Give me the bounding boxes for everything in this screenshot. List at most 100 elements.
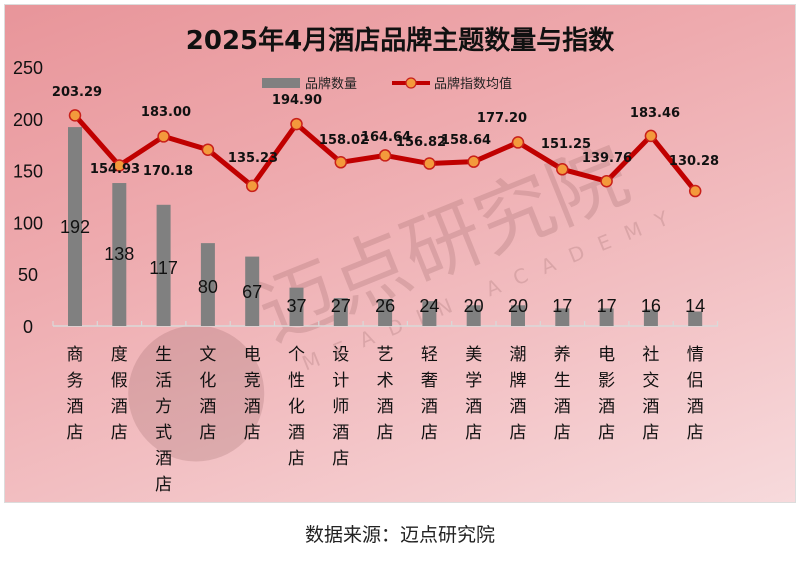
category-label-char: 牌: [510, 371, 527, 391]
bar-value-label: 117: [149, 258, 178, 278]
category-label-char: 酒: [377, 397, 394, 417]
category-label-char: 酒: [421, 397, 438, 417]
category-label-char: 酒: [687, 397, 704, 417]
line-marker: [511, 136, 525, 149]
category-label-char: 店: [332, 449, 349, 469]
category-label-char: 潮: [510, 345, 527, 365]
legend-marker-icon: [405, 77, 417, 89]
bar-value-label: 27: [331, 296, 351, 316]
bar: [643, 309, 658, 326]
category-label-char: 酒: [67, 397, 84, 417]
bar: [688, 311, 703, 326]
category-label-char: 式: [155, 423, 172, 443]
y-tick-label: 100: [13, 213, 43, 233]
bar-value-label: 26: [375, 296, 395, 316]
category-label-char: 店: [687, 423, 704, 443]
bar: [555, 308, 570, 326]
category-label-char: 艺: [377, 345, 394, 365]
category-label-char: 店: [510, 423, 527, 443]
category-label-char: 酒: [288, 423, 305, 443]
category-label-char: 店: [421, 423, 438, 443]
bar: [466, 305, 481, 326]
bar-value-label: 80: [198, 277, 218, 297]
category-label-char: 竞: [244, 371, 261, 391]
line-value-label: 183.46: [630, 106, 680, 121]
category-label-char: 文: [199, 345, 216, 365]
bar-value-label: 192: [60, 217, 90, 237]
bar-value-label: 16: [641, 296, 661, 316]
category-label-char: 活: [155, 371, 172, 391]
line-value-label: 135.23: [228, 151, 278, 166]
category-label-char: 酒: [155, 449, 172, 469]
category-label-char: 化: [199, 371, 216, 391]
category-label-char: 酒: [199, 397, 216, 417]
bar-value-label: 37: [286, 296, 306, 316]
line-marker: [201, 143, 215, 156]
category-label-char: 酒: [332, 423, 349, 443]
category-label-char: 店: [642, 423, 659, 443]
y-tick-label: 50: [18, 265, 38, 285]
category-label-char: 术: [377, 371, 394, 391]
category-label-char: 店: [377, 423, 394, 443]
bar: [378, 299, 393, 326]
bar: [511, 305, 525, 326]
line-marker: [334, 156, 348, 169]
bar-value-label: 20: [508, 296, 528, 316]
category-label-char: 师: [332, 397, 349, 417]
category-label-char: 轻: [421, 345, 438, 365]
chart-frame: [4, 4, 796, 503]
line-marker: [378, 149, 392, 162]
line-value-label: 130.28: [669, 154, 719, 169]
bar: [333, 298, 348, 326]
category-label-char: 交: [642, 371, 659, 391]
category-label-char: 化: [288, 397, 305, 417]
category-label-char: 养: [554, 345, 571, 365]
category-label-char: 假: [111, 371, 128, 391]
category-label-char: 情: [687, 345, 704, 365]
category-label-char: 店: [465, 423, 482, 443]
bar: [112, 183, 127, 326]
bar-value-label: 17: [597, 296, 617, 316]
category-label-char: 商: [67, 345, 84, 365]
category-label-char: 酒: [598, 397, 615, 417]
line-marker: [688, 184, 702, 198]
bar: [156, 204, 171, 326]
line-value-label: 158.02: [319, 133, 369, 148]
line-marker: [113, 159, 126, 172]
legend-label-bar: 品牌数量: [305, 76, 357, 92]
chart-title: 2025年4月酒店品牌主题数量与指数: [185, 26, 615, 56]
category-label-char: 店: [288, 449, 305, 469]
category-label-char: 设: [332, 345, 349, 365]
bar-value-label: 67: [242, 282, 262, 302]
legend-bar-swatch: [262, 78, 300, 88]
category-label-char: 生: [155, 345, 172, 365]
category-label-char: 店: [111, 423, 128, 443]
line-value-label: 164.64: [361, 130, 411, 145]
category-label-char: 店: [155, 475, 172, 495]
line-value-label: 158.64: [441, 133, 491, 148]
line-value-label: 177.20: [477, 111, 527, 126]
bar: [68, 127, 82, 326]
y-tick-label: 250: [13, 58, 43, 78]
line-value-label: 154.93: [90, 162, 140, 177]
bar: [289, 287, 304, 326]
category-label-char: 店: [598, 423, 615, 443]
line-value-label: 156.82: [396, 135, 446, 150]
bar: [245, 256, 260, 326]
category-label-char: 计: [332, 371, 349, 391]
category-label-char: 酒: [111, 397, 128, 417]
line-value-label: 194.90: [272, 93, 322, 108]
line-marker: [644, 129, 658, 143]
category-label-char: 酒: [510, 397, 527, 417]
y-tick-label: 0: [23, 317, 33, 337]
line-marker: [68, 109, 82, 122]
category-label-char: 影: [598, 371, 615, 391]
category-label-char: 酒: [642, 397, 659, 417]
line-marker: [556, 163, 569, 176]
bar-value-label: 14: [685, 296, 705, 316]
bar-value-label: 17: [552, 296, 572, 316]
line-value-label: 203.29: [52, 85, 102, 100]
line-marker: [600, 174, 613, 188]
category-label-char: 务: [67, 371, 84, 391]
